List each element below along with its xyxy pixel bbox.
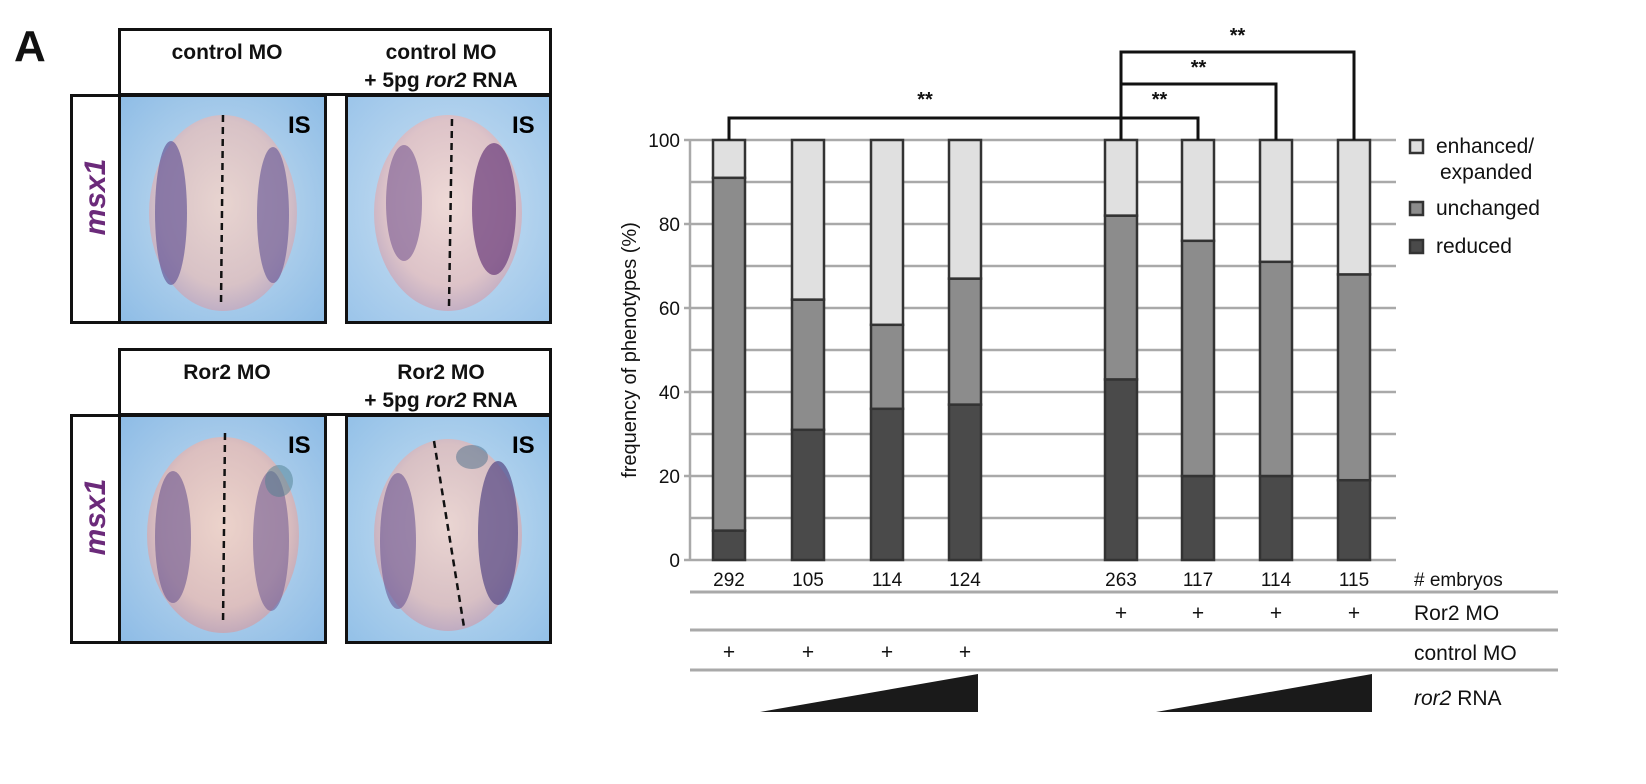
bar-segment-unchanged <box>869 323 905 411</box>
bar-segment-unchanged <box>1336 273 1372 482</box>
bar-segment-enhancedexpanded <box>869 138 905 327</box>
ror2-mo-label: Ror2 MO <box>1414 602 1499 625</box>
bar-segment-reduced <box>947 403 983 562</box>
row2-right-header-line2: + 5pg ror2 RNA <box>364 389 518 412</box>
rna-gradient-wedge-2 <box>1156 674 1372 712</box>
embryo-count-label: 292 <box>713 570 745 591</box>
legend-swatch <box>1408 138 1425 155</box>
bar-segment-enhancedexpanded <box>790 138 826 301</box>
phenotype-chart: 0 20 40 60 80 100 frequency of phenotypes (%) 2… <box>619 25 1558 712</box>
row1-right-header-line2: + 5pg ror2 RNA <box>364 69 518 92</box>
control-mo-plus: + <box>959 641 971 664</box>
legend-swatch <box>1408 238 1425 255</box>
row2-left-header: Ror2 MO <box>183 361 271 384</box>
significance-label: ** <box>917 89 933 111</box>
legend-label: reduced <box>1436 235 1512 258</box>
y-tick-label: 40 <box>659 383 680 404</box>
control-mo-label: control MO <box>1414 642 1517 665</box>
control-mo-plus: + <box>802 641 814 664</box>
bar-segment-enhancedexpanded <box>1336 138 1372 276</box>
embryo-count-label: 114 <box>872 570 903 591</box>
control-mo-plus: + <box>881 641 893 664</box>
panel-letter: A <box>14 22 46 71</box>
bar-segment-unchanged <box>1258 260 1294 478</box>
embryo-count-label: 105 <box>792 570 824 591</box>
legend-label: enhanced/ <box>1436 135 1534 158</box>
row1-right-header-line1: control MO <box>385 41 497 64</box>
y-tick-label: 20 <box>659 467 680 488</box>
row1-side-label: msx1 <box>79 158 112 236</box>
bar-segment-reduced <box>869 407 905 562</box>
rna-gradient-wedge-1 <box>760 674 978 712</box>
bar-segment-reduced <box>1258 474 1294 562</box>
bar-segment-unchanged <box>1180 239 1216 478</box>
row1-left-header: control MO <box>171 41 283 64</box>
significance-label: ** <box>1230 25 1246 47</box>
bar-segment-enhancedexpanded <box>947 138 983 280</box>
ror2-mo-plus: + <box>1348 602 1360 625</box>
embryos-label: # embryos <box>1414 570 1503 591</box>
significance-bracket <box>1119 116 1200 140</box>
legend-label: expanded <box>1440 161 1532 184</box>
row2-header-box: Ror2 MO Ror2 MO + 5pg ror2 RNA <box>118 348 552 416</box>
bar-segment-enhancedexpanded <box>711 138 747 180</box>
is-label-2: IS <box>512 112 535 139</box>
row2-right-header: Ror2 MO + 5pg ror2 RNA <box>333 359 549 415</box>
control-mo-plus: + <box>723 641 735 664</box>
ror2-mo-plus: + <box>1270 602 1282 625</box>
bar-segment-enhancedexpanded <box>1180 138 1216 243</box>
bar-segment-unchanged <box>790 298 826 432</box>
significance-bracket <box>1119 50 1356 140</box>
significance-bracket <box>727 116 1123 140</box>
y-tick-label: 60 <box>659 299 680 320</box>
bar-segment-unchanged <box>947 277 983 406</box>
bar-segment-reduced <box>790 428 826 562</box>
embryo-count-label: 114 <box>1261 570 1292 591</box>
embryo-count-label: 263 <box>1105 570 1137 591</box>
embryo-count-label: 117 <box>1183 570 1213 591</box>
embryo-count-label: 115 <box>1339 570 1369 591</box>
y-tick-label: 80 <box>659 215 680 236</box>
embryo-photo-ror2-mo-ror2 <box>345 414 552 644</box>
ror2-mo-plus: + <box>1115 602 1127 625</box>
y-tick-label: 100 <box>648 131 680 152</box>
significance-label: ** <box>1191 57 1207 79</box>
is-label-4: IS <box>512 432 535 459</box>
bar-segment-reduced <box>1103 378 1139 562</box>
y-axis-label: frequency of phenotypes (%) <box>619 222 641 478</box>
bar-segment-enhancedexpanded <box>1103 138 1139 217</box>
embryo-photo-control-mo-ror2 <box>345 94 552 324</box>
legend-label: unchanged <box>1436 197 1540 220</box>
embryo-photo-ror2-mo <box>118 414 327 644</box>
is-label-1: IS <box>288 112 311 139</box>
bar-segment-reduced <box>1180 474 1216 562</box>
row2-right-header-line1: Ror2 MO <box>397 361 485 384</box>
bar-segment-reduced <box>1336 478 1372 562</box>
row2-side-label: msx1 <box>79 478 112 556</box>
y-tick-label: 0 <box>669 551 680 572</box>
bar-segment-unchanged <box>1103 214 1139 381</box>
row1-header-box: control MO control MO + 5pg ror2 RNA <box>118 28 552 96</box>
embryo-photo-control-mo <box>118 94 327 324</box>
bar-segment-enhancedexpanded <box>1258 138 1294 264</box>
significance-label: ** <box>1152 89 1168 111</box>
row1-right-header: control MO + 5pg ror2 RNA <box>333 39 549 95</box>
ror2-mo-plus: + <box>1192 602 1204 625</box>
embryo-count-label: 124 <box>949 570 981 591</box>
ror2-rna-label: ror2 RNA <box>1414 687 1502 710</box>
is-label-3: IS <box>288 432 311 459</box>
bar-segment-unchanged <box>711 176 747 532</box>
legend-swatch <box>1408 200 1425 217</box>
bar-segment-reduced <box>711 529 747 562</box>
